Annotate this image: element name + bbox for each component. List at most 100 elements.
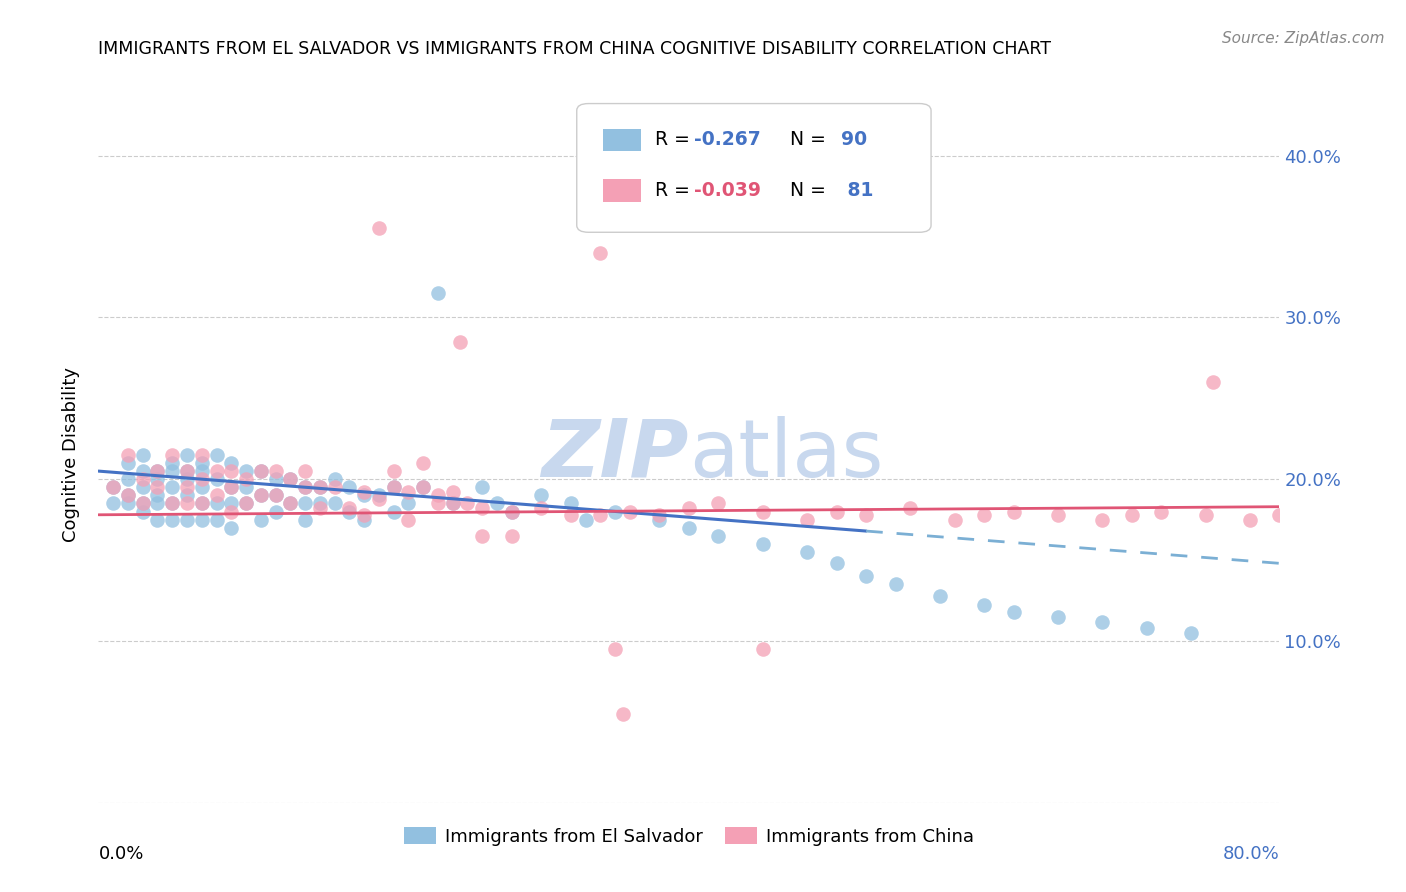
Point bbox=[368, 221, 391, 235]
Point bbox=[441, 485, 464, 500]
Point bbox=[132, 472, 155, 486]
Point bbox=[146, 464, 169, 478]
Point bbox=[382, 480, 405, 494]
Point bbox=[176, 472, 198, 486]
Point bbox=[250, 488, 273, 502]
Point bbox=[560, 496, 582, 510]
Point bbox=[884, 577, 907, 591]
Point bbox=[280, 472, 302, 486]
Point bbox=[117, 488, 139, 502]
Point bbox=[752, 504, 775, 518]
Point bbox=[294, 480, 316, 494]
Text: 90: 90 bbox=[841, 130, 868, 149]
Point bbox=[530, 501, 553, 516]
Point bbox=[117, 448, 139, 462]
Point bbox=[1002, 504, 1025, 518]
Point bbox=[250, 464, 273, 478]
Point bbox=[205, 496, 228, 510]
Point bbox=[449, 334, 471, 349]
Text: atlas: atlas bbox=[689, 416, 883, 494]
Point bbox=[441, 496, 464, 510]
Point bbox=[1150, 504, 1173, 518]
Point bbox=[796, 513, 818, 527]
Point bbox=[221, 464, 243, 478]
Point bbox=[929, 589, 952, 603]
Point bbox=[309, 480, 332, 494]
Text: N =: N = bbox=[778, 181, 831, 200]
Point bbox=[1195, 508, 1218, 522]
Point bbox=[678, 521, 700, 535]
Y-axis label: Cognitive Disability: Cognitive Disability bbox=[62, 368, 80, 542]
Text: 81: 81 bbox=[841, 181, 873, 200]
Point bbox=[339, 480, 361, 494]
Point bbox=[605, 504, 627, 518]
Text: N =: N = bbox=[778, 130, 831, 149]
Point bbox=[264, 488, 287, 502]
Point bbox=[132, 448, 155, 462]
Point bbox=[339, 504, 361, 518]
Point bbox=[294, 496, 316, 510]
Point bbox=[1002, 605, 1025, 619]
Point bbox=[235, 496, 257, 510]
Point bbox=[486, 496, 509, 510]
Point bbox=[1091, 513, 1114, 527]
Point bbox=[855, 508, 877, 522]
Point bbox=[294, 464, 316, 478]
Point bbox=[530, 488, 553, 502]
Point bbox=[1180, 626, 1202, 640]
Point bbox=[146, 472, 169, 486]
Point bbox=[176, 448, 198, 462]
Point bbox=[1121, 508, 1143, 522]
Point bbox=[221, 496, 243, 510]
Point bbox=[1202, 375, 1225, 389]
Point bbox=[501, 529, 523, 543]
Point bbox=[943, 513, 966, 527]
Text: -0.039: -0.039 bbox=[693, 181, 761, 200]
Point bbox=[323, 496, 346, 510]
Point bbox=[280, 496, 302, 510]
Point bbox=[250, 513, 273, 527]
Point bbox=[412, 480, 434, 494]
Point bbox=[501, 504, 523, 518]
Point bbox=[191, 496, 214, 510]
Point bbox=[176, 488, 198, 502]
Point bbox=[191, 448, 214, 462]
Point bbox=[678, 501, 700, 516]
Point bbox=[707, 529, 730, 543]
Point bbox=[191, 472, 214, 486]
Point bbox=[264, 464, 287, 478]
Point bbox=[353, 513, 375, 527]
Point bbox=[191, 464, 214, 478]
Point bbox=[1091, 615, 1114, 629]
Point bbox=[250, 464, 273, 478]
Point bbox=[382, 464, 405, 478]
Point bbox=[280, 496, 302, 510]
Point bbox=[1136, 621, 1159, 635]
Point bbox=[176, 464, 198, 478]
Point bbox=[132, 496, 155, 510]
Point bbox=[323, 480, 346, 494]
Point bbox=[457, 496, 479, 510]
Point bbox=[205, 464, 228, 478]
Point bbox=[501, 504, 523, 518]
Point bbox=[132, 464, 155, 478]
Point bbox=[353, 508, 375, 522]
Point bbox=[221, 504, 243, 518]
Point bbox=[117, 472, 139, 486]
Point bbox=[973, 508, 995, 522]
Point bbox=[162, 456, 183, 470]
Point bbox=[398, 496, 420, 510]
Point bbox=[353, 485, 375, 500]
Point bbox=[1239, 513, 1261, 527]
Point bbox=[900, 501, 922, 516]
Text: Source: ZipAtlas.com: Source: ZipAtlas.com bbox=[1222, 31, 1385, 46]
Point bbox=[280, 472, 302, 486]
Text: -0.267: -0.267 bbox=[693, 130, 761, 149]
Point bbox=[752, 537, 775, 551]
Point bbox=[398, 513, 420, 527]
Point bbox=[205, 513, 228, 527]
Point bbox=[575, 513, 598, 527]
Point bbox=[191, 496, 214, 510]
Point bbox=[205, 472, 228, 486]
Point bbox=[752, 642, 775, 657]
